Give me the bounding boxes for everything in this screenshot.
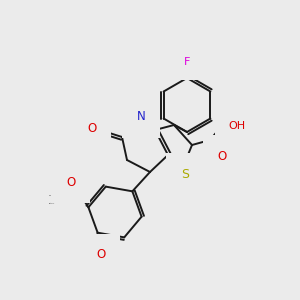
Text: O: O	[96, 248, 106, 262]
Text: S: S	[181, 167, 189, 181]
Text: H: H	[134, 103, 142, 113]
Text: N: N	[136, 110, 146, 124]
Text: O: O	[218, 149, 226, 163]
Text: OH: OH	[228, 121, 245, 131]
Text: F: F	[184, 57, 190, 67]
Text: O: O	[87, 122, 97, 134]
Text: methoxy: methoxy	[49, 202, 55, 204]
Text: O: O	[66, 176, 76, 188]
Text: OCH₃: OCH₃	[49, 194, 53, 196]
